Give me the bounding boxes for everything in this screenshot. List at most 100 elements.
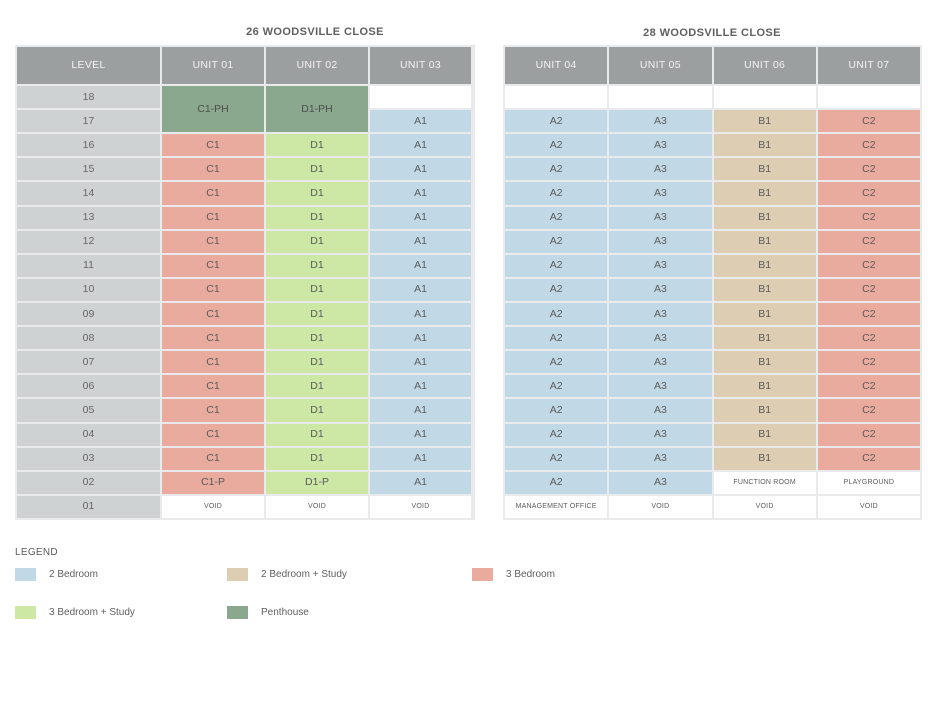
unit-04-cell: A2 (505, 302, 608, 326)
unit-07-cell: C2 (817, 182, 920, 205)
unit-07-cell: C2 (817, 230, 920, 253)
level-label: 07 (17, 351, 160, 374)
unit-06-cell: B1 (713, 302, 816, 326)
unit-02-cell: D1 (266, 327, 368, 350)
unit-07-cell: C2 (817, 399, 920, 422)
unit-03-cell: A1 (370, 254, 471, 277)
header-level: LEVEL (17, 47, 160, 84)
unit-06-cell: B1 (713, 375, 816, 398)
level-label: 01 (17, 495, 160, 518)
legend-item-penthouse: Penthouse (227, 606, 309, 619)
unit-02-cell: D1 (266, 134, 368, 157)
unit-07-cell: C2 (817, 351, 920, 374)
unit-01-cell: VOID (162, 495, 264, 518)
unit-03-cell: A1 (370, 278, 471, 301)
level-label: 15 (17, 158, 160, 181)
unit-07-cell: C2 (817, 206, 920, 229)
unit-05-cell: A3 (609, 447, 712, 470)
unit-03-cell: A1 (370, 351, 471, 374)
unit-03-cell: A1 (370, 423, 471, 446)
unit-07-cell: C2 (817, 423, 920, 446)
unit-05-cell (609, 86, 712, 109)
unit-04-cell: A2 (505, 327, 608, 350)
unit-02-cell: VOID (266, 495, 368, 518)
unit-05-cell: A3 (609, 254, 712, 277)
unit-07-cell: C2 (817, 375, 920, 398)
unit-03-cell (370, 86, 471, 109)
unit-01-cell: C1 (162, 182, 264, 205)
unit-04-cell: A2 (505, 182, 608, 205)
level-label: 12 (17, 230, 160, 253)
unit-01-cell: C1 (162, 254, 264, 277)
unit-06-cell: FUNCTION ROOM (713, 471, 816, 494)
unit-02-cell: D1-P (266, 471, 368, 494)
unit-05-cell: A3 (609, 206, 712, 229)
unit-04-cell: A2 (505, 206, 608, 229)
header-unit-03: UNIT 03 (370, 47, 471, 84)
unit-04-cell: A2 (505, 110, 608, 133)
unit-07-cell: C2 (817, 158, 920, 181)
unit-02-cell: D1 (266, 375, 368, 398)
unit-01-cell: C1 (162, 134, 264, 157)
level-label: 05 (17, 399, 160, 422)
unit-03-cell: A1 (370, 399, 471, 422)
unit-06-cell: B1 (713, 206, 816, 229)
unit-03-cell: A1 (370, 206, 471, 229)
unit-05-cell: A3 (609, 110, 712, 133)
unit-01-cell: C1 (162, 302, 264, 326)
unit-05-cell: A3 (609, 351, 712, 374)
header-unit-01: UNIT 01 (162, 47, 264, 84)
unit-06-cell: B1 (713, 278, 816, 301)
unit-06-cell: B1 (713, 158, 816, 181)
unit-01-cell: C1-P (162, 471, 264, 494)
unit-06-cell: B1 (713, 230, 816, 253)
unit-06-cell: VOID (713, 495, 816, 518)
level-label: 10 (17, 278, 160, 301)
unit-01-cell: C1 (162, 230, 264, 253)
unit-04-cell: MANAGEMENT OFFICE (505, 495, 608, 518)
unit-02-cell: D1 (266, 278, 368, 301)
stacking-table-28: UNIT 04 UNIT 05 UNIT 06 UNIT 07 A2 A3 B1 C2… (503, 45, 922, 520)
legend-swatch (15, 568, 36, 581)
level-label: 16 (17, 134, 160, 157)
header-unit-04: UNIT 04 (505, 47, 608, 84)
legend-swatch (15, 606, 36, 619)
unit-03-cell: A1 (370, 158, 471, 181)
unit-06-cell (713, 86, 816, 109)
level-label: 11 (17, 254, 160, 277)
level-label: 02 (17, 471, 160, 494)
unit-07-cell: C2 (817, 110, 920, 133)
unit-07-cell: PLAYGROUND (817, 471, 920, 494)
unit-05-cell: A3 (609, 327, 712, 350)
unit-06-cell: B1 (713, 254, 816, 277)
level-label: 18 (17, 86, 160, 109)
legend-label: 3 Bedroom (506, 569, 555, 580)
unit-06-cell: B1 (713, 182, 816, 205)
unit-03-cell: VOID (370, 495, 471, 518)
header-unit-05: UNIT 05 (609, 47, 712, 84)
unit-07-cell: C2 (817, 134, 920, 157)
level-label: 08 (17, 327, 160, 350)
unit-07-cell: VOID (817, 495, 920, 518)
unit-04-cell: A2 (505, 423, 608, 446)
unit-03-cell: A1 (370, 134, 471, 157)
unit-05-cell: A3 (609, 302, 712, 326)
unit-05-cell: A3 (609, 158, 712, 181)
unit-06-cell: B1 (713, 327, 816, 350)
unit-02-cell: D1 (266, 423, 368, 446)
unit-02-cell: D1 (266, 447, 368, 470)
unit-01-cell: C1 (162, 206, 264, 229)
unit-06-cell: B1 (713, 110, 816, 133)
legend-label: 3 Bedroom + Study (49, 607, 135, 618)
level-label: 03 (17, 447, 160, 470)
unit-07-cell: C2 (817, 447, 920, 470)
unit-03-cell: A1 (370, 327, 471, 350)
unit-06-cell: B1 (713, 423, 816, 446)
unit-06-cell: B1 (713, 351, 816, 374)
unit-05-cell: A3 (609, 471, 712, 494)
unit-05-cell: VOID (609, 495, 712, 518)
unit-04-cell: A2 (505, 158, 608, 181)
unit-06-cell: B1 (713, 447, 816, 470)
legend-item-2-bedroom-study: 2 Bedroom + Study (227, 568, 347, 581)
unit-02-cell: D1 (266, 302, 368, 326)
